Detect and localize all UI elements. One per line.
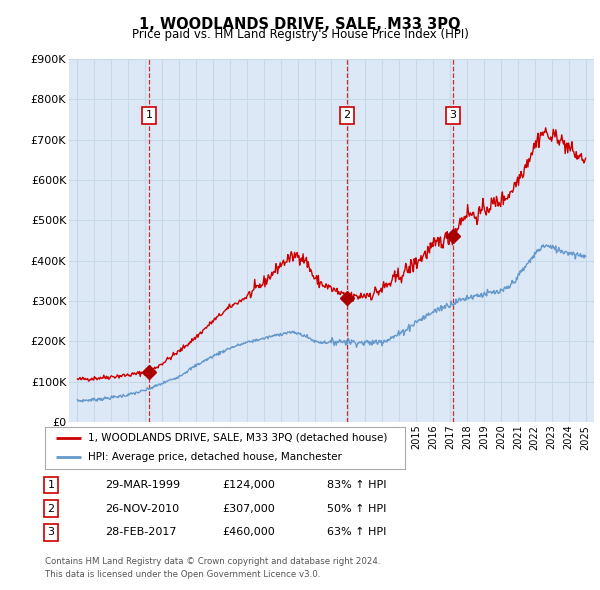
Text: 3: 3	[47, 527, 55, 537]
Text: 63% ↑ HPI: 63% ↑ HPI	[327, 527, 386, 537]
Text: 29-MAR-1999: 29-MAR-1999	[105, 480, 180, 490]
Text: 83% ↑ HPI: 83% ↑ HPI	[327, 480, 386, 490]
Text: 1: 1	[47, 480, 55, 490]
Text: 28-FEB-2017: 28-FEB-2017	[105, 527, 176, 537]
Text: 1, WOODLANDS DRIVE, SALE, M33 3PQ: 1, WOODLANDS DRIVE, SALE, M33 3PQ	[139, 17, 461, 31]
Text: £124,000: £124,000	[222, 480, 275, 490]
Text: 3: 3	[449, 110, 456, 120]
Text: 1: 1	[146, 110, 153, 120]
Text: 50% ↑ HPI: 50% ↑ HPI	[327, 504, 386, 513]
Text: This data is licensed under the Open Government Licence v3.0.: This data is licensed under the Open Gov…	[45, 571, 320, 579]
Text: Price paid vs. HM Land Registry's House Price Index (HPI): Price paid vs. HM Land Registry's House …	[131, 28, 469, 41]
Text: 2: 2	[47, 504, 55, 513]
Text: £460,000: £460,000	[222, 527, 275, 537]
Text: 2: 2	[343, 110, 350, 120]
Text: Contains HM Land Registry data © Crown copyright and database right 2024.: Contains HM Land Registry data © Crown c…	[45, 558, 380, 566]
Text: 1, WOODLANDS DRIVE, SALE, M33 3PQ (detached house): 1, WOODLANDS DRIVE, SALE, M33 3PQ (detac…	[88, 432, 388, 442]
Text: £307,000: £307,000	[222, 504, 275, 513]
Text: 26-NOV-2010: 26-NOV-2010	[105, 504, 179, 513]
Text: HPI: Average price, detached house, Manchester: HPI: Average price, detached house, Manc…	[88, 452, 342, 462]
